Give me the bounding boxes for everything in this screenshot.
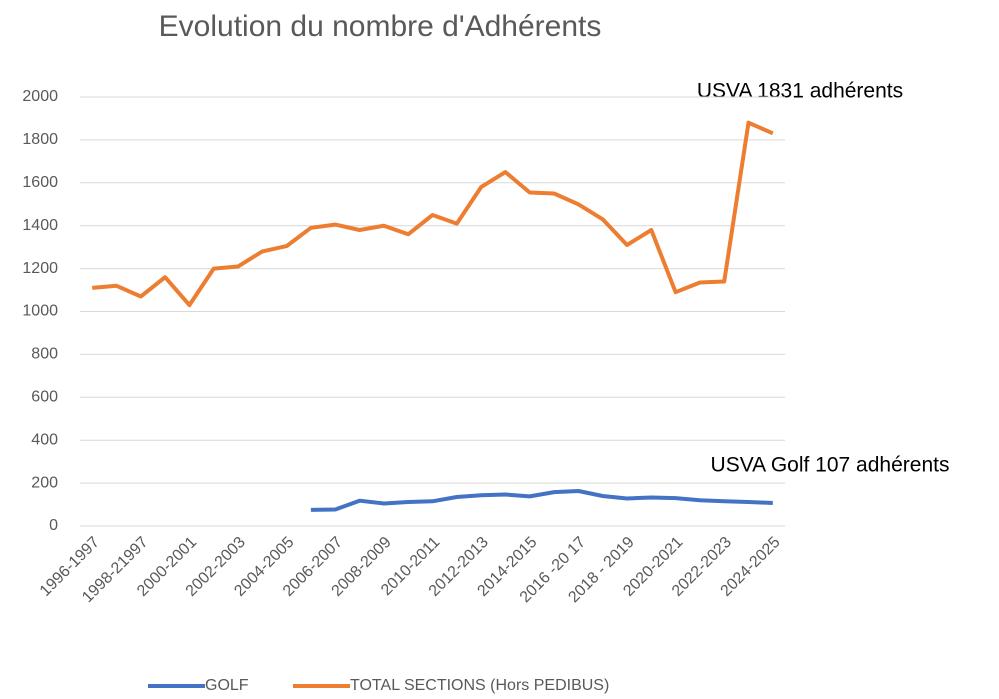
y-tick-label: 0 — [49, 517, 58, 534]
y-tick-label: 800 — [31, 346, 58, 363]
y-tick-label: 200 — [31, 474, 58, 491]
annotation: USVA 1831 adhérents — [697, 80, 903, 103]
y-tick-label: 2000 — [22, 88, 58, 105]
chart-title: Evolution du nombre d'Adhérents — [159, 10, 602, 43]
legend-label: TOTAL SECTIONS (Hors PEDIBUS) — [350, 677, 609, 694]
y-tick-label: 600 — [31, 389, 58, 406]
line-series — [92, 120, 774, 308]
y-tick-label: 1800 — [22, 131, 58, 148]
y-tick-label: 1000 — [22, 303, 58, 320]
y-tick-label: 1400 — [22, 217, 58, 234]
legend-label: GOLF — [205, 677, 249, 694]
annotation: USVA Golf 107 adhérents — [711, 454, 950, 477]
y-tick-label: 400 — [31, 431, 58, 448]
line-series — [310, 489, 773, 512]
y-tick-label: 1200 — [22, 260, 58, 277]
y-tick-label: 1600 — [22, 174, 58, 191]
